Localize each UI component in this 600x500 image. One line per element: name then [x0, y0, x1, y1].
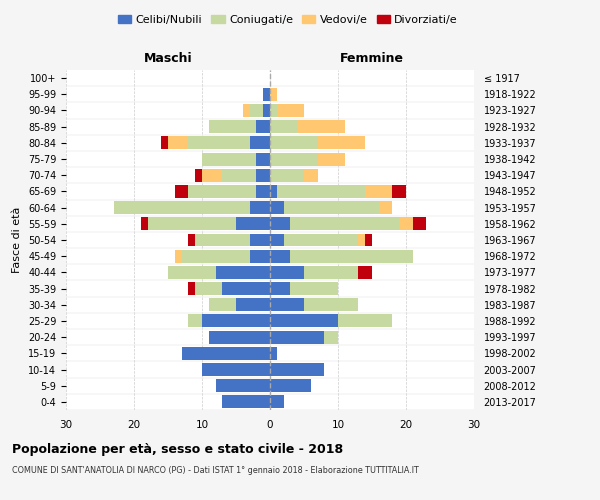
Bar	[290, 282, 338, 295]
Bar	[365, 234, 372, 246]
Bar	[413, 218, 427, 230]
Bar	[358, 234, 365, 246]
Bar	[256, 185, 270, 198]
Bar	[250, 250, 270, 262]
Bar	[188, 282, 195, 295]
Bar	[250, 136, 270, 149]
Bar	[113, 201, 250, 214]
Bar	[304, 169, 317, 181]
Bar	[188, 314, 202, 328]
Bar	[188, 136, 250, 149]
Bar	[270, 152, 317, 166]
Bar	[263, 88, 270, 101]
Bar	[256, 169, 270, 181]
Bar	[256, 152, 270, 166]
Bar	[277, 185, 365, 198]
Bar	[270, 136, 317, 149]
Bar	[182, 347, 270, 360]
Bar	[270, 250, 290, 262]
Bar	[243, 104, 250, 117]
Bar	[250, 234, 270, 246]
Bar	[223, 169, 256, 181]
Bar	[195, 234, 250, 246]
Bar	[223, 282, 270, 295]
Bar	[270, 201, 284, 214]
Bar	[270, 363, 325, 376]
Bar	[317, 136, 365, 149]
Bar	[168, 136, 188, 149]
Bar	[270, 234, 284, 246]
Bar	[270, 282, 290, 295]
Bar	[392, 185, 406, 198]
Bar	[188, 185, 256, 198]
Bar	[168, 266, 215, 279]
Bar	[297, 120, 345, 133]
Bar	[270, 298, 304, 311]
Bar	[236, 218, 270, 230]
Text: COMUNE DI SANT'ANATOLIA DI NARCO (PG) - Dati ISTAT 1° gennaio 2018 - Elaborazion: COMUNE DI SANT'ANATOLIA DI NARCO (PG) - …	[12, 466, 419, 475]
Bar	[270, 379, 311, 392]
Bar	[161, 136, 168, 149]
Bar	[188, 234, 195, 246]
Bar	[209, 298, 236, 311]
Bar	[270, 88, 277, 101]
Bar	[202, 169, 223, 181]
Bar	[284, 201, 379, 214]
Bar	[270, 396, 284, 408]
Text: Femmine: Femmine	[340, 52, 404, 65]
Y-axis label: Fasce di età: Fasce di età	[13, 207, 22, 273]
Bar	[270, 347, 277, 360]
Bar	[236, 298, 270, 311]
Bar	[141, 218, 148, 230]
Bar	[175, 250, 182, 262]
Bar	[304, 298, 358, 311]
Bar	[215, 266, 270, 279]
Bar	[202, 314, 270, 328]
Bar	[277, 104, 304, 117]
Bar	[256, 120, 270, 133]
Bar	[270, 218, 290, 230]
Bar	[175, 185, 188, 198]
Bar	[195, 282, 223, 295]
Bar	[338, 314, 392, 328]
Bar	[202, 363, 270, 376]
Bar	[209, 330, 270, 344]
Bar	[250, 104, 263, 117]
Bar	[263, 104, 270, 117]
Bar	[270, 185, 277, 198]
Bar	[209, 120, 256, 133]
Bar	[270, 330, 325, 344]
Bar	[223, 396, 270, 408]
Bar	[358, 266, 372, 279]
Text: Maschi: Maschi	[143, 52, 193, 65]
Bar	[325, 330, 338, 344]
Bar	[148, 218, 236, 230]
Bar	[304, 266, 358, 279]
Bar	[379, 201, 392, 214]
Bar	[284, 234, 358, 246]
Bar	[270, 169, 304, 181]
Bar	[270, 120, 297, 133]
Bar	[182, 250, 250, 262]
Bar	[365, 185, 392, 198]
Bar	[215, 379, 270, 392]
Bar	[270, 314, 338, 328]
Bar	[290, 250, 413, 262]
Bar	[202, 152, 256, 166]
Bar	[195, 169, 202, 181]
Bar	[317, 152, 345, 166]
Legend: Celibi/Nubili, Coniugati/e, Vedovi/e, Divorziati/e: Celibi/Nubili, Coniugati/e, Vedovi/e, Di…	[113, 10, 463, 29]
Bar	[399, 218, 413, 230]
Bar	[250, 201, 270, 214]
Text: Popolazione per età, sesso e stato civile - 2018: Popolazione per età, sesso e stato civil…	[12, 442, 343, 456]
Bar	[270, 104, 277, 117]
Bar	[290, 218, 399, 230]
Bar	[270, 266, 304, 279]
